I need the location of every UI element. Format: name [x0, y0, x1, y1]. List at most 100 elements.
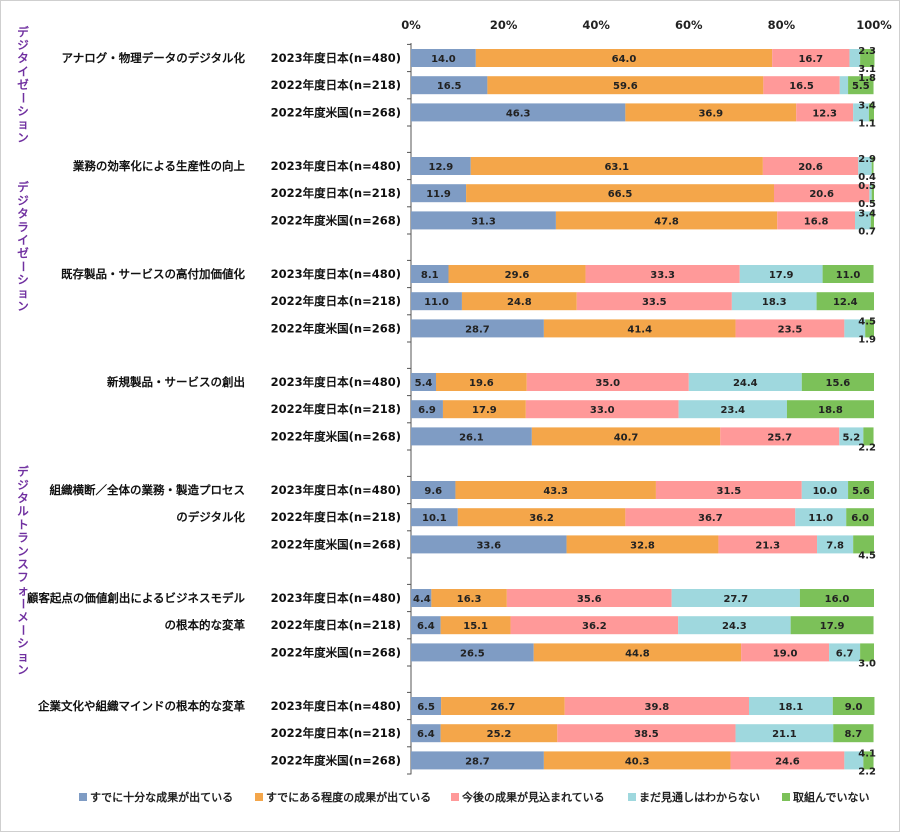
data-label: 44.8: [625, 648, 650, 659]
data-label: 6.4: [417, 729, 435, 740]
data-label: 0.7: [858, 226, 876, 237]
data-label: 26.5: [460, 648, 485, 659]
bar-segment: [564, 697, 749, 715]
data-label: 3.1: [858, 64, 876, 75]
bar-segment: [555, 211, 778, 230]
bar-segment: [655, 481, 802, 499]
data-label: 39.8: [645, 702, 670, 713]
data-label: 9.6: [424, 486, 442, 497]
bar-segment: [457, 508, 626, 527]
group-label-char: タ: [17, 491, 29, 505]
group-label-char: シ: [17, 104, 29, 118]
data-label: 21.3: [755, 540, 780, 551]
data-label: 4.1: [858, 748, 876, 759]
data-label: 17.9: [820, 621, 845, 632]
row-label: 2023年度日本(n=480): [271, 699, 401, 713]
group-label-char: ラ: [17, 531, 29, 545]
bar-segment: [411, 265, 449, 283]
group-label-char: フ: [17, 570, 29, 584]
data-label: 28.7: [465, 324, 490, 335]
bar-segment: [411, 751, 544, 770]
data-label: 8.1: [421, 270, 439, 281]
data-label: 19.6: [469, 378, 494, 389]
row-label: 2022年度米国(n=268): [271, 321, 401, 335]
row-label: 2022年度米国(n=268): [271, 213, 401, 227]
bar-segment: [506, 589, 672, 607]
bar-segment: [848, 76, 874, 95]
data-label: 7.8: [826, 540, 844, 551]
bar-segment: [730, 751, 845, 770]
data-label: 35.0: [595, 378, 620, 389]
bar-segment: [411, 76, 488, 95]
bar-segment: [411, 49, 476, 67]
bar-segment: [739, 265, 823, 283]
data-label: 28.7: [465, 756, 490, 767]
bar-segment: [455, 481, 656, 499]
row-label: 2022年度日本(n=218): [271, 618, 401, 632]
legend-label: 今後の成果が見込まれている: [461, 790, 605, 804]
legend-label: まだ見通しはわからない: [639, 791, 760, 804]
bar-segment: [510, 616, 679, 635]
data-label: 43.3: [543, 486, 568, 497]
row-label: 2022年度米国(n=268): [271, 105, 401, 119]
data-label: 35.6: [577, 594, 602, 605]
bar-segment: [442, 400, 526, 419]
data-label: 6.5: [417, 702, 435, 713]
row-label: 2023年度日本(n=480): [271, 375, 401, 389]
data-label: 19.0: [773, 648, 798, 659]
data-label: 46.3: [506, 108, 531, 119]
bar-segment: [566, 535, 719, 554]
group-label-char: タ: [17, 207, 29, 221]
bar-segment: [846, 508, 874, 527]
bar-segment: [868, 103, 874, 122]
row-label: 2022年度日本(n=218): [271, 186, 401, 200]
bar-segment: [735, 724, 834, 743]
bar-segment: [735, 319, 845, 338]
legend-swatch: [782, 793, 790, 801]
data-label: 63.1: [604, 162, 629, 173]
data-label: 36.2: [529, 513, 554, 524]
row-label: 2023年度日本(n=480): [271, 159, 401, 173]
bar-segment: [871, 184, 874, 203]
bar-segment: [795, 508, 847, 527]
data-label: 14.0: [431, 54, 456, 65]
bar-segment: [585, 265, 740, 283]
bar-segment: [436, 373, 527, 391]
data-label: 16.7: [798, 54, 823, 65]
bar-segment: [799, 589, 874, 607]
data-label: 36.9: [698, 108, 723, 119]
data-label: 23.5: [778, 324, 803, 335]
row-label: 2022年度日本(n=218): [271, 402, 401, 416]
row-label: 2023年度日本(n=480): [271, 483, 401, 497]
category-label: 業務の効率化による生産性の向上: [72, 159, 246, 173]
data-label: 59.6: [613, 81, 638, 92]
bar-segment: [773, 184, 870, 203]
data-label: 6.9: [418, 405, 436, 416]
bar-segment: [863, 751, 874, 770]
data-label: 15.6: [826, 378, 851, 389]
bar-segment: [441, 697, 565, 715]
bar-segment: [411, 373, 437, 391]
bar-segment: [526, 373, 689, 391]
bar-segment: [576, 292, 732, 311]
row-label: 2023年度日本(n=480): [271, 267, 401, 281]
bar-segment: [411, 103, 626, 122]
bar-segment: [772, 49, 850, 67]
data-label: 16.5: [437, 81, 462, 92]
group-label-char: ョ: [17, 649, 29, 663]
bar-segment: [678, 400, 787, 419]
category-label: 新規製品・サービスの創出: [107, 375, 245, 389]
bar-segment: [853, 535, 874, 554]
bar-segment: [748, 697, 833, 715]
bar-segment: [557, 724, 736, 743]
data-label: 15.1: [463, 621, 488, 632]
bar-segment: [671, 589, 800, 607]
bar-segment: [863, 427, 874, 446]
bar-segment: [411, 643, 534, 662]
group-label-char: デ: [17, 25, 29, 39]
data-label: 11.9: [426, 189, 451, 200]
data-label: 9.0: [845, 702, 863, 713]
bar-segment: [801, 373, 874, 391]
data-label: 1.8: [858, 73, 876, 84]
